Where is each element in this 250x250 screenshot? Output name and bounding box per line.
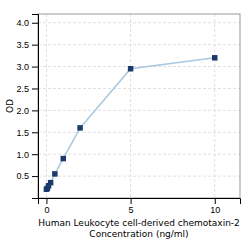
grid-line-y [38, 44, 240, 45]
tick-mark [32, 132, 38, 133]
x-axis-label-line: Concentration (ng/ml) [89, 229, 188, 239]
tick: 0.5 [16, 171, 38, 181]
tick: 1.0 [16, 150, 38, 160]
x-axis: 0 5 10 [39, 198, 241, 215]
tick-mark [131, 198, 132, 204]
tick-label: 2.5 [16, 84, 29, 94]
y-axis-label: OD [5, 99, 15, 113]
tick: 4.0 [16, 18, 38, 28]
plot-area: 0 5 10 0.5 1.0 1.5 2.0 2.5 3.0 3.5 4.0 [16, 14, 240, 215]
tick: 3.0 [16, 62, 38, 72]
marker [61, 156, 66, 161]
grid-line-x [130, 14, 131, 198]
axis-line [39, 199, 241, 205]
x-axis-label: Human Leukocyte cell-derived chemotaxin-… [38, 218, 240, 239]
tick: 2.0 [16, 106, 38, 116]
tick-mark [32, 110, 38, 111]
tick: 3.5 [16, 40, 38, 50]
chart: 0 5 10 0.5 1.0 1.5 2.0 2.5 3.0 3.5 4.0 Human Leukoc… [0, 0, 250, 250]
tick: 1.5 [16, 128, 38, 138]
tick-label: 1.0 [16, 150, 29, 160]
grid-line-x [46, 14, 47, 198]
tick: 0 [44, 198, 49, 215]
tick-label: 0.5 [16, 171, 29, 181]
plot-frame [38, 14, 240, 198]
tick: 5 [129, 198, 134, 215]
line [46, 58, 214, 189]
marker [77, 125, 82, 130]
grid [38, 14, 240, 198]
marker [48, 180, 53, 185]
tick: 10 [210, 198, 220, 215]
axis-line [32, 15, 39, 199]
grid-line-y [38, 176, 240, 177]
grid-line-y [38, 88, 240, 89]
tick-label: 0 [44, 205, 49, 215]
tick: 2.5 [16, 84, 38, 94]
tick-mark [215, 198, 216, 204]
y-axis: 0.5 1.0 1.5 2.0 2.5 3.0 3.5 4.0 [16, 15, 38, 199]
tick-mark [32, 67, 38, 68]
tick-mark [32, 45, 38, 46]
tick-label: 3.0 [16, 62, 29, 72]
tick-mark [46, 198, 47, 204]
tick-mark [32, 154, 38, 155]
marker [52, 171, 57, 176]
grid-line-y [38, 22, 240, 23]
tick-mark [32, 88, 38, 89]
grid-line-y [38, 110, 240, 111]
grid-line-x [214, 14, 215, 198]
grid-line-y [38, 154, 240, 155]
tick-label: 10 [210, 205, 220, 215]
tick-mark [32, 176, 38, 177]
marker [212, 55, 217, 60]
tick-mark [32, 23, 38, 24]
tick-label: 4.0 [16, 18, 29, 28]
marks [44, 55, 218, 192]
tick-label: 5 [129, 205, 134, 215]
tick-label: 2.0 [16, 106, 29, 116]
marker [128, 66, 133, 71]
tick-label: 1.5 [16, 128, 29, 138]
tick-label: 3.5 [16, 40, 29, 50]
x-axis-label-line: Human Leukocyte cell-derived chemotaxin-… [38, 218, 240, 228]
grid-line-y [38, 132, 240, 133]
